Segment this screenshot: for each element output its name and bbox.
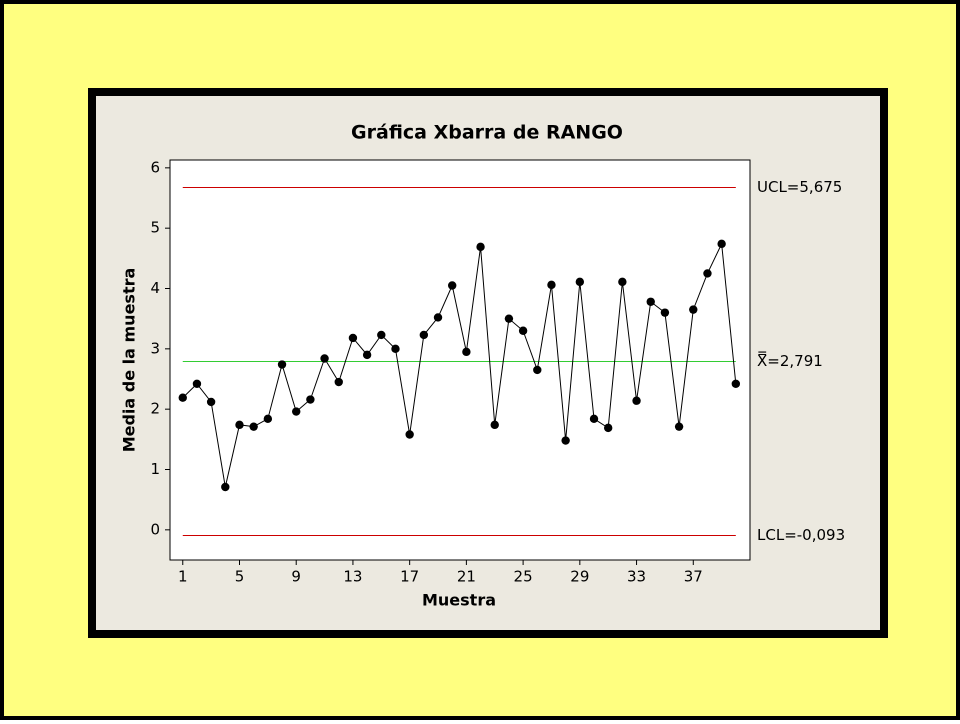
x-tick-label: 33 <box>627 568 646 586</box>
x-axis-label: Muestra <box>422 591 496 610</box>
data-point <box>221 482 230 492</box>
data-point <box>561 436 570 445</box>
x-tick-label: 37 <box>684 568 703 586</box>
y-tick-label: 1 <box>150 460 160 478</box>
data-point <box>646 297 655 306</box>
data-point <box>235 420 244 430</box>
data-point <box>547 280 556 290</box>
data-point <box>618 277 627 287</box>
data-point <box>476 242 485 252</box>
data-point <box>674 422 684 431</box>
data-point <box>603 423 613 433</box>
data-point <box>462 347 471 357</box>
data-point <box>391 344 400 354</box>
data-point <box>433 313 443 322</box>
data-point <box>660 308 670 317</box>
data-point <box>320 354 329 363</box>
y-tick-label: 6 <box>150 158 160 176</box>
reference-label: LCL=-0,093 <box>757 526 845 544</box>
data-point <box>731 379 741 389</box>
data-point <box>689 305 698 314</box>
data-point <box>518 326 528 335</box>
x-tick-label: 13 <box>343 568 362 586</box>
y-tick-label: 2 <box>150 400 160 418</box>
data-point <box>504 314 514 323</box>
data-point <box>448 281 457 290</box>
x-tick-label: 21 <box>457 568 476 586</box>
data-point <box>334 377 343 387</box>
reference-label: X̿=2,791 <box>757 350 823 370</box>
data-point <box>277 360 287 369</box>
y-tick-label: 0 <box>150 520 160 538</box>
data-point <box>575 277 585 287</box>
data-point <box>377 330 386 340</box>
data-line <box>182 242 737 488</box>
data-point <box>589 414 599 424</box>
x-tick-label: 25 <box>514 568 533 586</box>
x-tick-label: 1 <box>178 568 188 586</box>
reference-label: UCL=5,675 <box>757 178 842 196</box>
data-point <box>348 333 358 343</box>
data-point <box>419 330 429 340</box>
y-axis-label: Media de la muestra <box>120 268 139 453</box>
data-point <box>292 407 301 416</box>
chart-title: Gráfica Xbarra de RANGO <box>351 122 623 144</box>
data-point <box>533 365 542 375</box>
data-point <box>717 239 726 249</box>
data-point <box>192 379 202 389</box>
data-point <box>263 414 273 424</box>
data-point <box>362 350 372 360</box>
y-tick-label: 4 <box>150 279 160 297</box>
data-point <box>306 395 315 404</box>
y-tick-label: 5 <box>150 219 160 237</box>
x-tick-label: 9 <box>291 568 301 586</box>
x-tick-label: 17 <box>400 568 419 586</box>
data-point <box>405 430 414 439</box>
y-tick-label: 3 <box>150 339 160 357</box>
x-tick-label: 5 <box>235 568 245 586</box>
data-point <box>249 422 258 431</box>
data-point <box>490 420 499 430</box>
x-tick-label: 29 <box>570 568 589 586</box>
data-point <box>178 393 187 402</box>
data-point <box>632 396 641 405</box>
data-point <box>703 269 712 278</box>
plot-area <box>169 159 751 561</box>
data-point <box>206 397 216 407</box>
